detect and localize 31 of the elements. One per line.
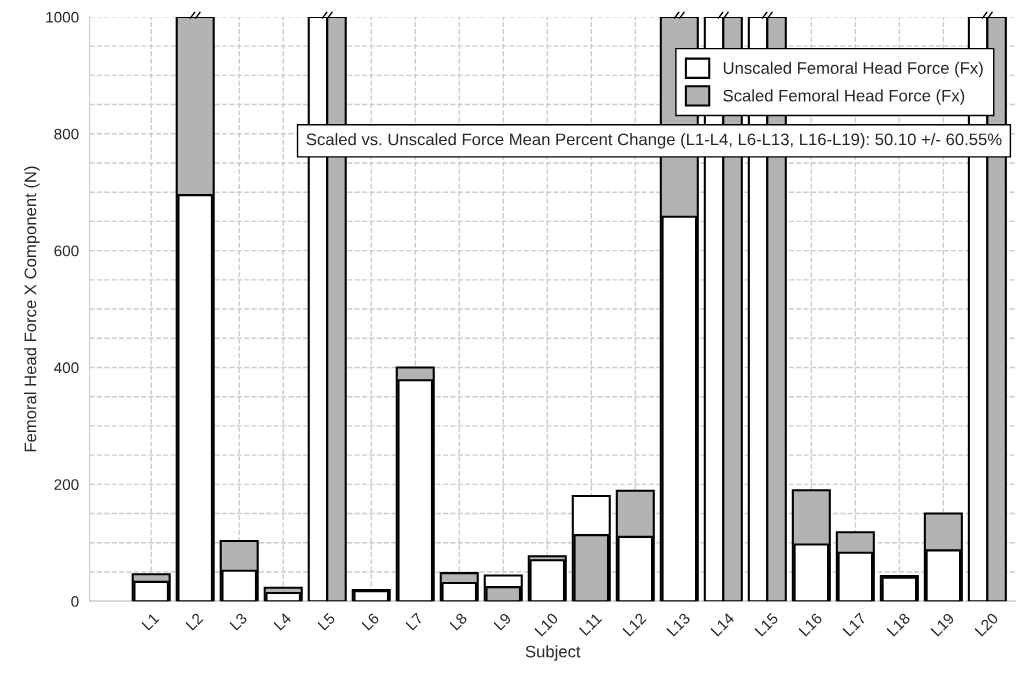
- x-tick-label: L8: [449, 612, 468, 631]
- x-tick-label: L18: [886, 612, 911, 637]
- x-tick-label: L13: [666, 612, 691, 637]
- x-tick-label: L19: [930, 612, 955, 637]
- x-tick-label: L5: [317, 612, 336, 631]
- y-tick-label: 0: [71, 596, 79, 607]
- x-tick-label: L20: [974, 612, 999, 637]
- x-tick-label: L9: [493, 612, 512, 631]
- y-tick-label: 400: [54, 362, 79, 374]
- legend-label: Scaled Femoral Head Force (Fx): [723, 89, 965, 105]
- y-tick-label: 800: [54, 128, 79, 140]
- y-tick-label: 600: [54, 245, 79, 257]
- x-tick-label: L15: [754, 612, 779, 637]
- x-tick-label: L17: [842, 612, 867, 637]
- x-tick-label: L2: [185, 612, 204, 631]
- x-tick-label: L16: [798, 612, 823, 637]
- y-tick-label: 1000: [46, 11, 79, 23]
- x-tick-label: L12: [622, 612, 647, 637]
- x-tick-label: L11: [578, 612, 603, 636]
- annotation: Scaled vs. Unscaled Force Mean Percent Change (L1-L4, L6-L13, L16-L19): 50.10 +/- 60.55%: [306, 133, 1002, 149]
- x-tick-label: L6: [361, 612, 380, 631]
- x-tick-label: L3: [229, 612, 248, 631]
- x-tick-label: L4: [273, 612, 292, 631]
- x-tick-label: L14: [710, 612, 735, 637]
- x-tick-label: L7: [405, 612, 424, 631]
- y-tick-label: 200: [54, 479, 79, 491]
- x-tick-label: L10: [534, 612, 559, 637]
- y-axis-title: Femoral Head Force X Component (N): [24, 166, 40, 452]
- x-tick-label: L1: [141, 612, 160, 631]
- x-axis-title: Subject: [525, 645, 581, 661]
- legend-label: Unscaled Femoral Head Force (Fx): [723, 61, 983, 78]
